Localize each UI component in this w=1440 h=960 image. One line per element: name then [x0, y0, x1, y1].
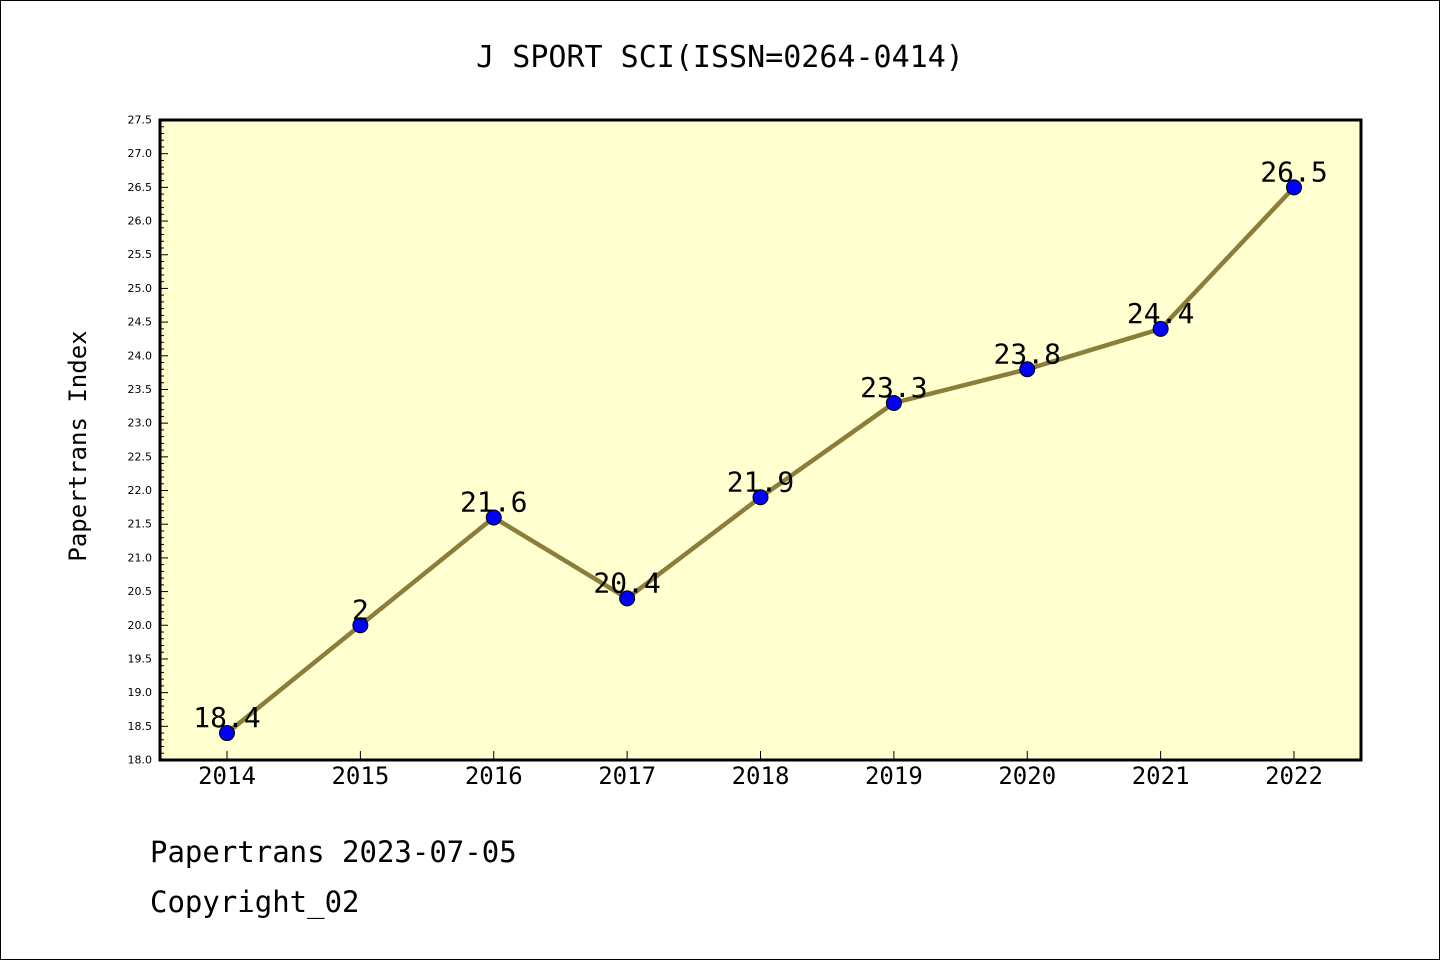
- x-tick-label: 2014: [198, 762, 256, 790]
- data-label: 18.4: [193, 701, 260, 734]
- data-point: [485, 509, 502, 526]
- x-tick-label: 2020: [998, 762, 1056, 790]
- data-label: 2: [352, 593, 369, 626]
- chart-title: J SPORT SCI(ISSN=0264-0414): [476, 40, 964, 75]
- plot-area: [160, 120, 1361, 760]
- data-point: [352, 617, 369, 634]
- data-point: [885, 394, 902, 411]
- y-tick-label: 26.0: [128, 215, 153, 228]
- y-tick-label: 23.5: [128, 383, 153, 396]
- data-point: [1286, 179, 1302, 196]
- y-axis-label: Papertrans Index: [64, 330, 92, 561]
- y-tick-label: 20.0: [128, 619, 153, 632]
- footer-date: Papertrans 2023-07-05: [150, 835, 517, 869]
- data-label: 26.5: [1260, 155, 1327, 188]
- y-tick-label: 18.0: [128, 754, 153, 767]
- plot-border: [158, 118, 1363, 762]
- y-tick-label: 19.0: [128, 686, 153, 699]
- y-axis: 18.0 18.5 19.0 19.5 20.0 20.5 21.0 21.5 22.0 22.5…: [128, 114, 168, 767]
- y-tick-label: 24.5: [128, 316, 153, 329]
- data-point: [1019, 361, 1036, 378]
- x-tick-label: 2016: [465, 762, 523, 790]
- y-tick-label: 25.5: [128, 248, 153, 261]
- y-tick-label: 26.5: [128, 181, 153, 194]
- y-tick-label: 24.0: [128, 349, 153, 362]
- y-tick-label: 22.0: [128, 484, 153, 497]
- y-tick-label: 25.0: [128, 282, 153, 295]
- y-tick-label: 21.0: [128, 551, 153, 564]
- x-tick-label: 2021: [1132, 762, 1190, 790]
- data-point: [219, 725, 235, 742]
- y-tick-label: 23.0: [128, 417, 153, 430]
- data-label: 24.4: [1127, 297, 1194, 330]
- data-label: 20.4: [593, 566, 660, 599]
- y-tick-label: 21.5: [128, 518, 153, 531]
- y-tick-label: 18.5: [128, 720, 153, 733]
- y-tick-label: 27.5: [128, 114, 153, 127]
- series-line-group: 18.4 2 21.6 20.4 21.9 23.3 23.8 24.4 26.5: [193, 155, 1328, 742]
- x-tick-label: 2022: [1265, 762, 1323, 790]
- y-tick-label: 20.5: [128, 585, 153, 598]
- data-point: [1152, 320, 1169, 337]
- data-label: 21.9: [727, 465, 794, 498]
- data-point: [619, 590, 636, 607]
- x-tick-label: 2017: [598, 762, 656, 790]
- data-label: 23.3: [860, 371, 927, 404]
- x-tick-label: 2015: [331, 762, 389, 790]
- y-tick-label: 22.5: [128, 450, 153, 463]
- y-tick-label: 19.5: [128, 652, 153, 665]
- x-tick-label: 2018: [732, 762, 790, 790]
- y-tick-label: 27.0: [128, 147, 153, 160]
- data-label: 21.6: [460, 485, 527, 518]
- footer-copyright: Copyright_02: [150, 885, 360, 919]
- data-point: [752, 489, 769, 506]
- data-label: 23.8: [994, 337, 1061, 370]
- x-tick-label: 2019: [865, 762, 923, 790]
